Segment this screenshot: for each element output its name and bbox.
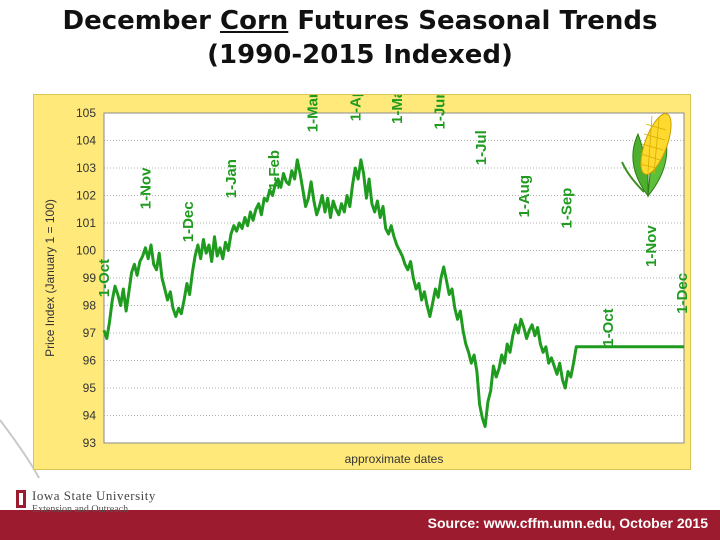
y-tick-label: 103 — [76, 161, 96, 175]
corn-cob-icon — [621, 113, 672, 198]
month-marker-label: 1-Jun — [432, 95, 449, 130]
series-line — [102, 158, 684, 428]
y-tick-label: 98 — [83, 299, 97, 313]
y-tick-label: 94 — [83, 409, 97, 423]
page-title-line-2: (1990-2015 Indexed) — [207, 40, 513, 70]
logo-main-text: Iowa State University — [32, 488, 156, 503]
university-logo: Iowa State University Extension and Outr… — [14, 480, 184, 530]
month-marker-label: 1-Oct — [96, 259, 113, 297]
month-marker-label: 1-Dec — [180, 201, 197, 242]
y-tick-label: 101 — [76, 216, 96, 230]
month-marker-label: 1-Sep — [559, 188, 576, 229]
month-marker-label: 1-Feb — [266, 150, 283, 190]
y-tick-label: 97 — [83, 326, 97, 340]
month-marker-label: 1-Jan — [223, 159, 240, 198]
y-axis-label: Price Index (January 1 = 100) — [43, 199, 57, 357]
y-tick-label: 96 — [83, 354, 97, 368]
y-tick-label: 102 — [76, 189, 96, 203]
page-title-line-1: December Corn Futures Seasonal Trends — [0, 6, 720, 36]
month-marker-label: 1-Apr — [347, 95, 364, 121]
y-tick-label: 99 — [83, 271, 97, 285]
month-marker-label: 1-Nov — [643, 225, 660, 267]
logo-mark-icon — [16, 490, 26, 508]
month-marker-label: 1-Mar — [305, 95, 322, 132]
month-marker-label: 1-Aug — [516, 175, 533, 218]
y-tick-label: 104 — [76, 134, 96, 148]
title-part-1: December — [62, 6, 221, 36]
y-tick-label: 93 — [83, 436, 97, 450]
month-marker-label: 1-Dec — [674, 273, 690, 314]
month-marker-label: 1-Nov — [137, 167, 154, 209]
month-marker-label: 1-May — [389, 95, 406, 124]
title-corn-word: Corn — [220, 6, 289, 36]
x-axis-label: approximate dates — [345, 452, 444, 466]
logo-sub-text: Extension and Outreach — [32, 504, 129, 515]
footer-bar — [0, 510, 720, 540]
chart-panel: 93 94 95 96 97 98 99 100 101 102 103 104 105 Price In… — [33, 94, 691, 470]
month-marker-label: 1-Oct — [600, 308, 617, 346]
title-part-2: Futures Seasonal Trends — [288, 6, 658, 36]
line-chart: 93 94 95 96 97 98 99 100 101 102 103 104 105 Price In… — [43, 95, 690, 466]
y-tick-label: 95 — [83, 381, 97, 395]
month-marker-label: 1-Jul — [473, 130, 490, 165]
y-tick-label: 100 — [76, 244, 96, 258]
y-tick-label: 105 — [76, 106, 96, 120]
decorative-arc — [0, 419, 41, 480]
source-credit: Source: www.cffm.umn.edu, October 2015 — [427, 515, 708, 531]
